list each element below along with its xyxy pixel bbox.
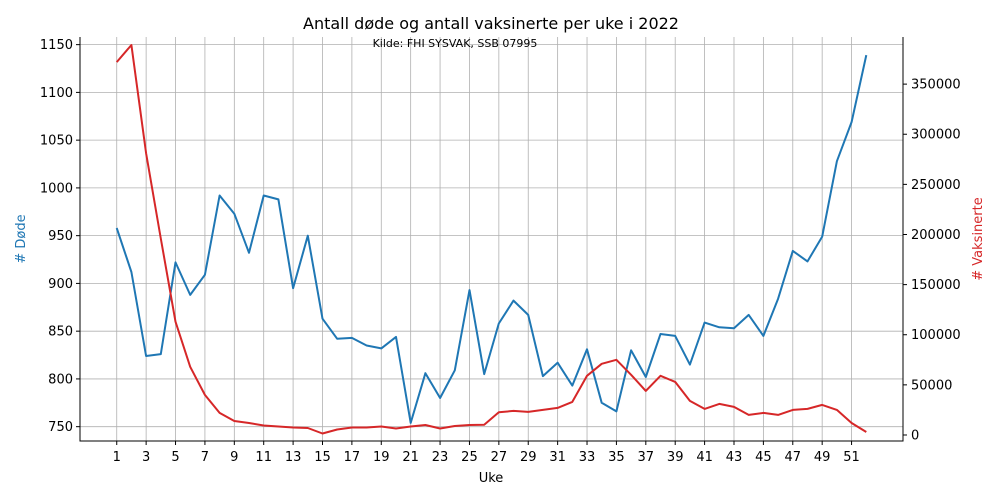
x-tick-label: 51: [843, 450, 860, 465]
chart-subtitle: Kilde: FHI SYSVAK, SSB 07995: [373, 37, 538, 50]
x-axis-label: Uke: [479, 471, 504, 486]
x-tick-label: 1: [113, 450, 121, 465]
y-tick-label-left: 1100: [40, 86, 73, 101]
x-tick-label: 11: [255, 450, 272, 465]
grid-lines: [80, 37, 903, 441]
y-tick-label-right: 100000: [911, 328, 961, 343]
y-tick-label-right: 300000: [911, 128, 961, 143]
y-tick-label-right: 150000: [911, 278, 961, 293]
y-axis-left-label: # Døde: [14, 214, 29, 263]
y-tick-label-left: 950: [48, 229, 73, 244]
axes: 1 3 5 7 9 11 13 15 17 19 21 23 25 27 29 31 33 35 37 39 41 43 4…: [40, 37, 961, 465]
x-tick-label: 47: [785, 450, 802, 465]
x-tick-label: 31: [549, 450, 566, 465]
x-tick-label: 35: [608, 450, 625, 465]
deaths-line: [115, 54, 868, 424]
y-tick-label-right: 200000: [911, 228, 961, 243]
x-tick-label: 21: [402, 450, 419, 465]
x-tick-label: 27: [491, 450, 508, 465]
y-tick-label-left: 1000: [40, 181, 73, 196]
y-tick-label-left: 750: [48, 420, 73, 435]
x-tick-label: 3: [142, 450, 150, 465]
x-tick-label: 23: [432, 450, 449, 465]
series-group: [115, 44, 868, 435]
y-tick-label-left: 800: [48, 372, 73, 387]
x-tick-label: 19: [373, 450, 390, 465]
y-tick-label-left: 850: [48, 325, 73, 340]
x-tick-label: 33: [579, 450, 596, 465]
x-tick-label: 45: [755, 450, 772, 465]
x-tick-label: 49: [814, 450, 831, 465]
y-axis-right-label: # Vaksinerte: [971, 197, 986, 280]
x-tick-label: 17: [344, 450, 361, 465]
y-tick-label-right: 250000: [911, 178, 961, 193]
x-tick-label: 37: [638, 450, 655, 465]
x-tick-label: 7: [201, 450, 209, 465]
y-tick-label-right: 0: [911, 428, 919, 443]
x-tick-label: 29: [520, 450, 537, 465]
x-tick-label: 15: [314, 450, 331, 465]
vaccinated-line: [115, 44, 867, 435]
chart-title: Antall døde og antall vaksinerte per uke…: [303, 14, 679, 33]
x-tick-label: 43: [726, 450, 743, 465]
axis-spines: [79, 37, 904, 442]
x-tick-label: 5: [171, 450, 179, 465]
y-tick-label-left: 1050: [40, 134, 73, 149]
y-tick-label-left: 1150: [40, 38, 73, 53]
x-tick-label: 41: [696, 450, 713, 465]
y-tick-label-left: 900: [48, 277, 73, 292]
x-tick-label: 39: [667, 450, 684, 465]
y-tick-label-right: 50000: [911, 378, 952, 393]
x-tick-label: 25: [461, 450, 478, 465]
y-tick-label-right: 350000: [911, 78, 961, 93]
x-tick-label: 9: [230, 450, 238, 465]
x-tick-label: 13: [285, 450, 302, 465]
